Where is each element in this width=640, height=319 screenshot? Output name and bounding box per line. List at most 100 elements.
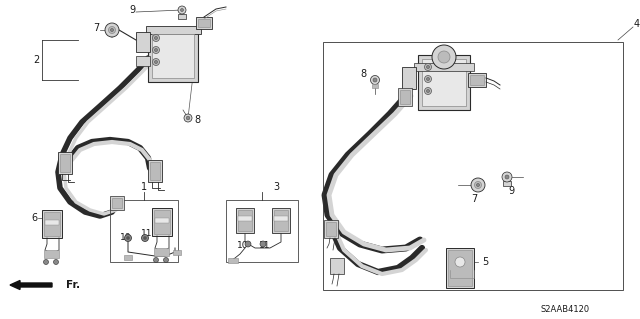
Circle shape	[109, 26, 115, 33]
Bar	[228, 258, 238, 263]
Circle shape	[245, 241, 251, 247]
Circle shape	[180, 9, 184, 11]
Bar	[468, 73, 486, 87]
Bar	[173, 250, 181, 255]
Bar	[45, 220, 59, 225]
Circle shape	[154, 61, 157, 63]
Circle shape	[471, 178, 485, 192]
Bar	[238, 216, 252, 221]
Circle shape	[502, 172, 512, 182]
Bar	[272, 208, 290, 233]
Text: 1: 1	[141, 182, 147, 192]
Circle shape	[426, 78, 429, 80]
Text: 9: 9	[508, 186, 514, 196]
Bar	[178, 14, 186, 19]
Bar	[154, 210, 170, 234]
Bar	[448, 250, 472, 286]
Circle shape	[260, 241, 266, 247]
Text: 4: 4	[634, 19, 640, 29]
Bar	[44, 212, 60, 236]
Bar	[152, 34, 194, 78]
Bar	[196, 17, 212, 29]
Bar	[112, 198, 122, 208]
Text: 10: 10	[120, 233, 132, 241]
Bar	[136, 32, 150, 52]
Circle shape	[424, 76, 431, 83]
Circle shape	[154, 257, 159, 263]
Bar	[146, 26, 201, 34]
Bar	[503, 181, 511, 186]
Circle shape	[373, 78, 377, 82]
Circle shape	[424, 63, 431, 70]
Bar	[155, 218, 169, 223]
Bar	[150, 162, 160, 180]
Bar	[470, 75, 484, 85]
Bar	[110, 200, 178, 262]
Bar	[236, 208, 254, 233]
Bar	[372, 84, 378, 88]
FancyArrow shape	[10, 280, 52, 290]
Bar	[148, 30, 198, 82]
Circle shape	[424, 87, 431, 94]
Circle shape	[184, 114, 192, 122]
Circle shape	[163, 257, 168, 263]
Circle shape	[154, 48, 157, 51]
Bar	[324, 220, 338, 238]
Circle shape	[474, 182, 481, 189]
Text: 5: 5	[482, 257, 488, 267]
Circle shape	[426, 90, 429, 93]
Circle shape	[371, 76, 380, 85]
Circle shape	[477, 183, 479, 187]
Text: 2: 2	[33, 55, 39, 65]
Circle shape	[111, 28, 113, 32]
Text: 7: 7	[471, 194, 477, 204]
Circle shape	[152, 47, 159, 54]
Text: 10: 10	[237, 241, 249, 250]
Circle shape	[438, 51, 450, 63]
Text: 3: 3	[273, 182, 279, 192]
Bar	[398, 88, 412, 106]
Text: 11: 11	[141, 229, 153, 239]
Text: 8: 8	[360, 69, 366, 79]
Circle shape	[154, 36, 157, 40]
Circle shape	[505, 175, 509, 179]
Bar	[110, 196, 124, 210]
Circle shape	[143, 236, 147, 240]
Circle shape	[186, 116, 190, 120]
Circle shape	[105, 23, 119, 37]
Bar	[414, 63, 474, 71]
Circle shape	[54, 259, 58, 264]
Bar	[136, 56, 150, 66]
Circle shape	[432, 45, 456, 69]
Bar	[418, 55, 470, 110]
Bar	[42, 210, 62, 238]
Bar	[238, 210, 252, 231]
Text: S2AAB4120: S2AAB4120	[540, 306, 589, 315]
Text: 7: 7	[93, 23, 99, 33]
Bar	[226, 200, 298, 262]
Bar	[323, 42, 623, 290]
Bar	[154, 248, 169, 256]
Circle shape	[455, 257, 465, 267]
Circle shape	[125, 234, 131, 241]
Bar	[58, 152, 72, 174]
Text: 6: 6	[31, 213, 37, 223]
Circle shape	[152, 58, 159, 65]
Bar	[152, 208, 172, 236]
Text: 9: 9	[129, 5, 135, 15]
Circle shape	[141, 234, 148, 241]
Text: 11: 11	[259, 241, 271, 250]
Bar	[60, 154, 70, 172]
Bar	[446, 248, 474, 288]
Circle shape	[127, 236, 129, 240]
Bar	[402, 67, 416, 89]
Bar	[400, 90, 410, 104]
Bar	[198, 19, 210, 27]
Bar	[124, 255, 132, 260]
Text: Fr.: Fr.	[66, 280, 80, 290]
Bar	[274, 216, 288, 221]
Bar	[148, 160, 162, 182]
Text: 8: 8	[194, 115, 200, 125]
Bar	[422, 59, 466, 106]
Circle shape	[44, 259, 49, 264]
